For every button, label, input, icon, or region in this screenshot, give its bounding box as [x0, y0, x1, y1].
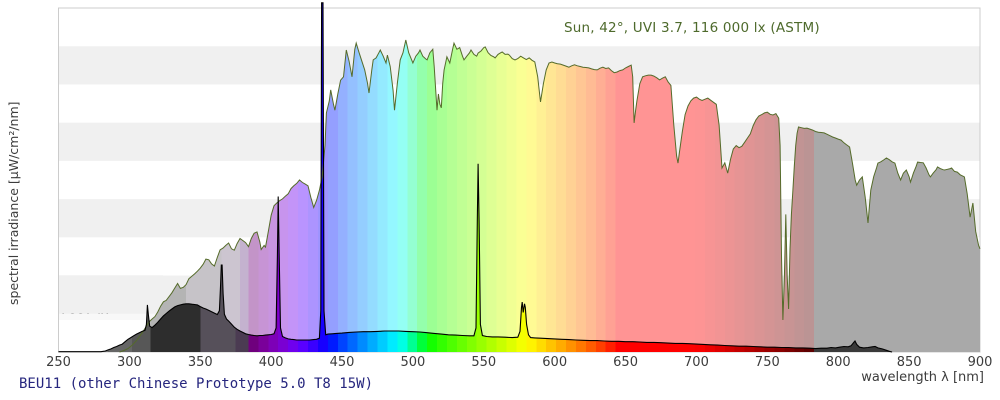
x-tick-label: 900	[967, 355, 993, 370]
x-tick-label: 350	[187, 355, 213, 370]
x-tick-label: 550	[471, 355, 497, 370]
sun-spectrum-outline	[119, 39, 981, 353]
x-tick-label: 600	[542, 355, 568, 370]
y-axis-label: spectral irradiance [µW/cm²/nm]	[6, 101, 21, 305]
x-tick-label: 400	[258, 355, 284, 370]
x-tick-label: 850	[896, 355, 922, 370]
x-tick-label: 300	[116, 355, 142, 370]
x-tick-label: 250	[46, 355, 71, 370]
x-tick-label: 450	[329, 355, 355, 370]
sun-spectrum-area	[119, 40, 980, 352]
x-tick-label: 500	[400, 355, 426, 370]
x-tick-label: 800	[825, 355, 851, 370]
chart-title: Sun, 42°, UVI 3.7, 116 000 lx (ASTM)	[564, 20, 820, 36]
x-axis-label: wavelength λ [nm]	[861, 370, 984, 385]
x-tick-label: 700	[684, 355, 709, 370]
x-tick-label: 650	[613, 355, 638, 370]
lamp-caption: BEU11 (other Chinese Prototype 5.0 T8 15…	[19, 376, 374, 392]
x-tick-label: 750	[754, 355, 780, 370]
lamp-spectrum-outline	[58, 2, 893, 353]
